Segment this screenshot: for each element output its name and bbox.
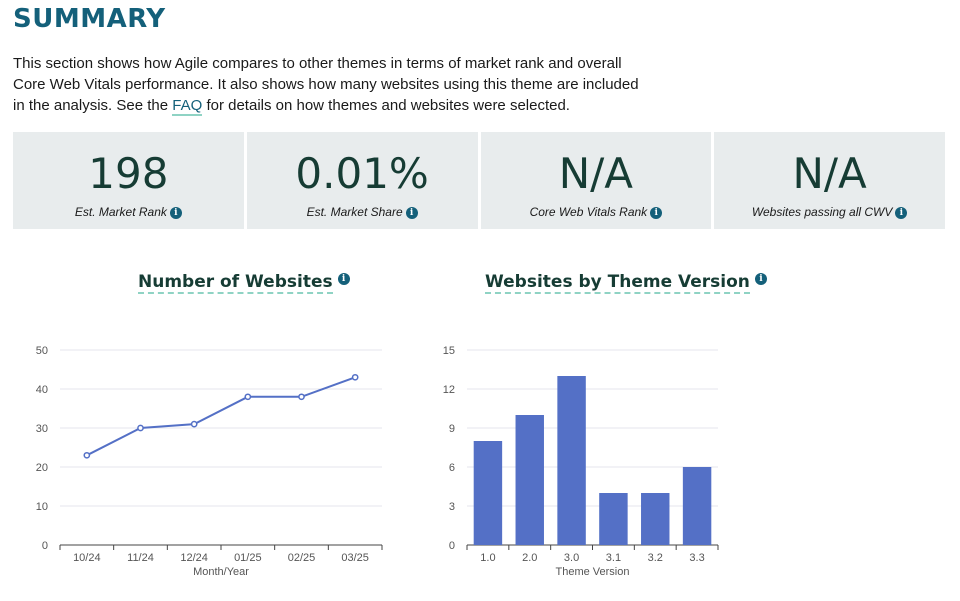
x-tick-label: 10/24 bbox=[73, 552, 101, 564]
bar-chart-theme-version: 0 3 6 9 12 15 1.0 2.0 3.0 3.1 3.2 3.3 Theme Version bbox=[443, 345, 719, 578]
chart-title-theme-version: Websites by Theme Version i bbox=[485, 272, 767, 294]
bar[interactable] bbox=[473, 441, 503, 545]
x-tick-label: 1.0 bbox=[480, 552, 495, 564]
data-point[interactable] bbox=[83, 451, 91, 459]
x-tick-label: 01/25 bbox=[234, 552, 262, 564]
info-icon[interactable]: i bbox=[895, 207, 908, 219]
y-tick-label: 6 bbox=[449, 462, 455, 474]
x-tick-label: 11/24 bbox=[127, 552, 154, 564]
info-icon[interactable]: i bbox=[405, 207, 418, 219]
stat-label: Core Web Vitals Rank bbox=[529, 205, 648, 219]
intro-text-after: for details on how themes and websites w… bbox=[202, 97, 570, 114]
intro-text-before: This section shows how Agile compares to… bbox=[13, 55, 639, 114]
stats-row: 198 Est. Market Rank i 0.01% Est. Market … bbox=[13, 132, 945, 229]
y-tick-label: 9 bbox=[449, 423, 455, 435]
stat-value: N/A bbox=[558, 149, 634, 198]
intro-paragraph: This section shows how Agile compares to… bbox=[13, 53, 653, 116]
info-icon[interactable]: i bbox=[337, 273, 350, 285]
x-axis-label: Month/Year bbox=[193, 566, 249, 578]
x-tick-label: 3.2 bbox=[648, 552, 663, 564]
data-point[interactable] bbox=[244, 393, 252, 401]
x-tick-label: 3.0 bbox=[564, 552, 579, 564]
y-tick-label: 30 bbox=[36, 423, 48, 435]
y-tick-label: 12 bbox=[443, 384, 455, 396]
info-icon[interactable]: i bbox=[169, 207, 182, 219]
x-tick-label: 3.3 bbox=[689, 552, 704, 564]
x-tick-label: 03/25 bbox=[341, 552, 369, 564]
x-tick-label: 02/25 bbox=[288, 552, 316, 564]
bar[interactable] bbox=[599, 493, 628, 545]
stat-value: 0.01% bbox=[295, 149, 429, 198]
stat-label: Est. Market Rank bbox=[74, 205, 167, 219]
bar[interactable] bbox=[641, 493, 670, 545]
data-point[interactable] bbox=[351, 373, 359, 381]
page-title: SUMMARY bbox=[13, 4, 166, 34]
stat-market-share: 0.01% Est. Market Share i bbox=[246, 132, 478, 229]
x-tick-label: 2.0 bbox=[522, 552, 537, 564]
line-chart-websites: 0 10 20 30 40 50 10/24 11/24 12/24 01/25 02/25 03/2… bbox=[36, 345, 383, 578]
stat-label: Websites passing all CWV bbox=[751, 205, 893, 219]
chart-title-text: Number of Websites bbox=[138, 272, 333, 294]
bar[interactable] bbox=[515, 415, 544, 545]
stat-market-rank: 198 Est. Market Rank i bbox=[13, 132, 244, 229]
stat-cwv-rank: N/A Core Web Vitals Rank i bbox=[480, 132, 712, 229]
series-line bbox=[86, 376, 356, 457]
bar[interactable] bbox=[682, 467, 712, 545]
y-tick-label: 40 bbox=[36, 384, 48, 396]
stat-value: 198 bbox=[88, 149, 169, 198]
chart-title-text: Websites by Theme Version bbox=[485, 272, 750, 294]
faq-link[interactable]: FAQ bbox=[172, 97, 203, 116]
info-icon[interactable]: i bbox=[650, 207, 663, 219]
y-tick-label: 0 bbox=[449, 540, 455, 552]
y-tick-label: 10 bbox=[36, 501, 48, 513]
data-point[interactable] bbox=[137, 424, 144, 432]
x-axis-label: Theme Version bbox=[556, 566, 630, 578]
y-tick-label: 15 bbox=[443, 345, 455, 357]
y-tick-label: 3 bbox=[449, 501, 455, 513]
y-tick-label: 0 bbox=[42, 540, 48, 552]
stat-value: N/A bbox=[792, 149, 867, 198]
stat-cwv-passing: N/A Websites passing all CWV i bbox=[714, 132, 945, 229]
info-icon[interactable]: i bbox=[754, 273, 767, 285]
y-tick-label: 50 bbox=[36, 345, 48, 357]
y-tick-label: 20 bbox=[36, 462, 48, 474]
x-tick-label: 12/24 bbox=[180, 552, 208, 564]
chart-title-websites: Number of Websites i bbox=[138, 272, 350, 294]
data-point[interactable] bbox=[190, 420, 198, 428]
bar[interactable] bbox=[557, 376, 586, 545]
x-tick-label: 3.1 bbox=[606, 552, 621, 564]
stat-label: Est. Market Share bbox=[306, 205, 403, 219]
data-point[interactable] bbox=[298, 393, 305, 401]
